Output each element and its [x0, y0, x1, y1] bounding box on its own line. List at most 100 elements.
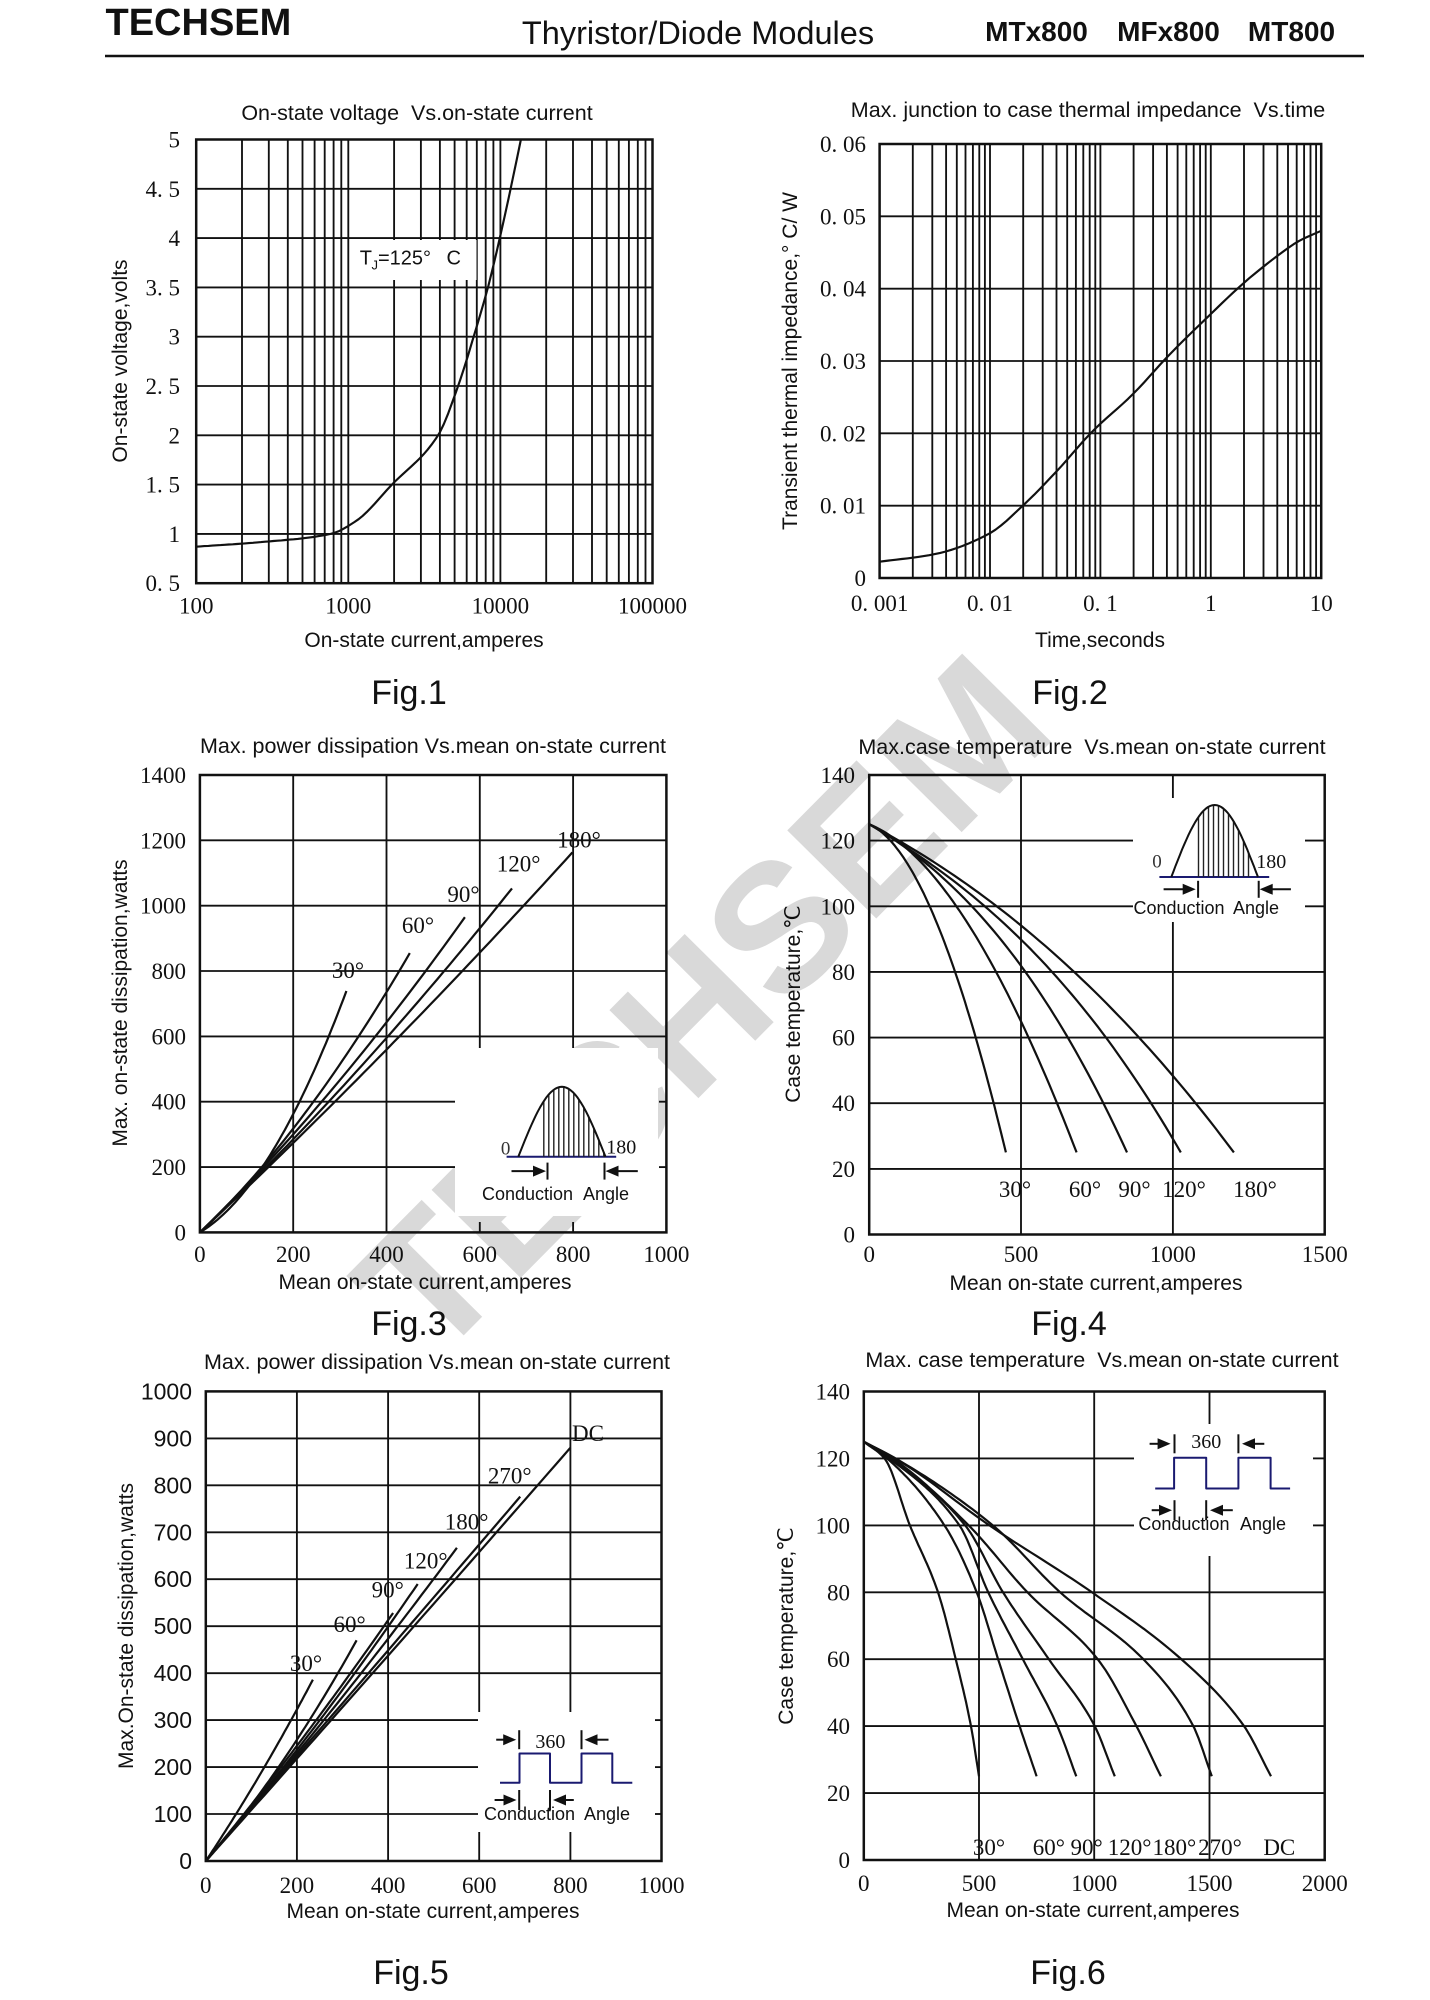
svg-text:100: 100	[179, 594, 214, 619]
svg-text:4. 5: 4. 5	[146, 177, 181, 202]
svg-text:Fig.1: Fig.1	[371, 674, 447, 712]
svg-text:20: 20	[832, 1157, 855, 1182]
svg-text:360: 360	[535, 1731, 565, 1753]
svg-text:40: 40	[832, 1091, 855, 1116]
svg-text:60: 60	[832, 1026, 855, 1051]
svg-text:Case temperature,℃: Case temperature,℃	[782, 905, 805, 1103]
svg-text:500: 500	[154, 1613, 192, 1639]
svg-text:Case temperature,℃: Case temperature,℃	[775, 1527, 798, 1725]
svg-text:Conduction: Conduction	[484, 1804, 575, 1824]
svg-text:60: 60	[827, 1647, 850, 1672]
svg-text:1000: 1000	[325, 594, 371, 619]
svg-text:30°: 30°	[332, 958, 364, 983]
svg-text:1000: 1000	[639, 1873, 685, 1898]
svg-text:200: 200	[154, 1754, 192, 1780]
svg-text:1: 1	[169, 522, 181, 547]
svg-text:0: 0	[200, 1873, 212, 1898]
svg-text:120: 120	[821, 829, 856, 854]
svg-text:0. 05: 0. 05	[820, 204, 866, 229]
svg-text:40: 40	[827, 1714, 850, 1739]
svg-text:DC: DC	[1263, 1835, 1295, 1860]
svg-text:0. 01: 0. 01	[820, 494, 866, 519]
svg-text:0: 0	[839, 1848, 851, 1873]
svg-text:Thyristor/Diode Modules: Thyristor/Diode Modules	[522, 15, 874, 51]
svg-text:200: 200	[152, 1155, 187, 1180]
svg-text:360: 360	[1191, 1431, 1221, 1453]
svg-text:120°: 120°	[1162, 1177, 1206, 1202]
svg-text:100: 100	[816, 1513, 851, 1538]
svg-text:1. 5: 1. 5	[146, 473, 181, 498]
svg-text:600: 600	[152, 1024, 187, 1049]
svg-text:5: 5	[169, 128, 181, 153]
svg-text:270°: 270°	[1198, 1835, 1242, 1860]
svg-text:Angle: Angle	[584, 1804, 630, 1824]
svg-text:90°: 90°	[1118, 1177, 1150, 1202]
svg-text:800: 800	[553, 1873, 588, 1898]
svg-text:180: 180	[1256, 851, 1286, 873]
svg-text:0. 06: 0. 06	[820, 132, 866, 157]
svg-text:1000: 1000	[1071, 1871, 1117, 1896]
svg-text:140: 140	[821, 763, 856, 788]
svg-text:Max. junction to case thermal: Max. junction to case thermal impedance …	[851, 98, 1325, 122]
svg-text:10000: 10000	[472, 594, 530, 619]
svg-text:0. 04: 0. 04	[820, 277, 867, 302]
svg-text:60°: 60°	[333, 1612, 365, 1637]
svg-text:100: 100	[154, 1801, 192, 1827]
svg-text:120°: 120°	[1108, 1835, 1152, 1860]
svg-text:Mean on-state current,amperes: Mean on-state current,amperes	[947, 1899, 1240, 1922]
svg-text:MT800: MT800	[1248, 16, 1335, 47]
svg-text:1000: 1000	[140, 894, 186, 919]
svg-text:0: 0	[1152, 852, 1162, 873]
svg-text:Fig.2: Fig.2	[1032, 674, 1108, 712]
svg-text:140: 140	[816, 1380, 851, 1405]
svg-text:80: 80	[832, 960, 855, 985]
svg-text:Fig.5: Fig.5	[373, 1954, 449, 1992]
svg-text:60°: 60°	[1033, 1835, 1065, 1860]
svg-text:3: 3	[169, 325, 181, 350]
svg-text:Max. power dissipation Vs.mean: Max. power dissipation Vs.mean on-state …	[204, 1350, 670, 1374]
svg-text:20: 20	[827, 1781, 850, 1806]
svg-text:0. 5: 0. 5	[146, 571, 181, 596]
svg-text:500: 500	[962, 1871, 997, 1896]
svg-text:0: 0	[501, 1139, 511, 1160]
svg-text:30°: 30°	[973, 1835, 1005, 1860]
svg-text:30°: 30°	[999, 1177, 1031, 1202]
svg-text:Mean on-state current,amperes: Mean on-state current,amperes	[950, 1272, 1243, 1295]
svg-text:60°: 60°	[402, 913, 434, 938]
svg-text:600: 600	[463, 1242, 498, 1267]
svg-text:On-state voltage,volts: On-state voltage,volts	[109, 259, 132, 462]
svg-text:1000: 1000	[643, 1242, 689, 1267]
svg-text:Transient thermal impedance,°: Transient thermal impedance,° C/ W	[779, 192, 802, 530]
svg-text:Fig.4: Fig.4	[1031, 1305, 1107, 1343]
svg-text:1500: 1500	[1187, 1871, 1233, 1896]
svg-text:90°: 90°	[447, 882, 479, 907]
svg-text:DC: DC	[572, 1421, 604, 1446]
svg-text:100: 100	[821, 894, 856, 919]
svg-text:Max. power dissipation Vs.mean: Max. power dissipation Vs.mean on-state …	[200, 734, 666, 758]
svg-text:Time,seconds: Time,seconds	[1035, 629, 1165, 652]
svg-text:0: 0	[175, 1220, 187, 1245]
svg-text:Mean on-state current,amperes: Mean on-state current,amperes	[279, 1271, 572, 1294]
svg-text:1200: 1200	[140, 828, 186, 853]
svg-text:1400: 1400	[140, 763, 186, 788]
svg-text:180°: 180°	[1233, 1177, 1277, 1202]
svg-text:MTx800: MTx800	[985, 16, 1088, 47]
svg-text:4: 4	[169, 226, 181, 251]
svg-text:10: 10	[1310, 591, 1333, 616]
svg-text:1: 1	[1205, 591, 1217, 616]
svg-text:800: 800	[152, 959, 187, 984]
svg-text:90°: 90°	[372, 1578, 404, 1603]
svg-text:180°: 180°	[445, 1510, 489, 1535]
svg-text:400: 400	[154, 1660, 192, 1686]
svg-text:0. 001: 0. 001	[851, 591, 909, 616]
svg-text:100000: 100000	[618, 594, 687, 619]
svg-text:Angle: Angle	[583, 1184, 629, 1204]
svg-text:600: 600	[154, 1566, 192, 1592]
svg-text:400: 400	[371, 1873, 406, 1898]
svg-text:90°: 90°	[1070, 1835, 1102, 1860]
svg-text:120: 120	[816, 1446, 851, 1471]
svg-text:Max.case temperature Vs.mean: Max.case temperature Vs.mean on-state cu…	[858, 735, 1325, 759]
svg-text:30°: 30°	[290, 1651, 322, 1676]
svg-text:TECHSEM: TECHSEM	[106, 2, 292, 44]
svg-text:0. 03: 0. 03	[820, 349, 866, 374]
